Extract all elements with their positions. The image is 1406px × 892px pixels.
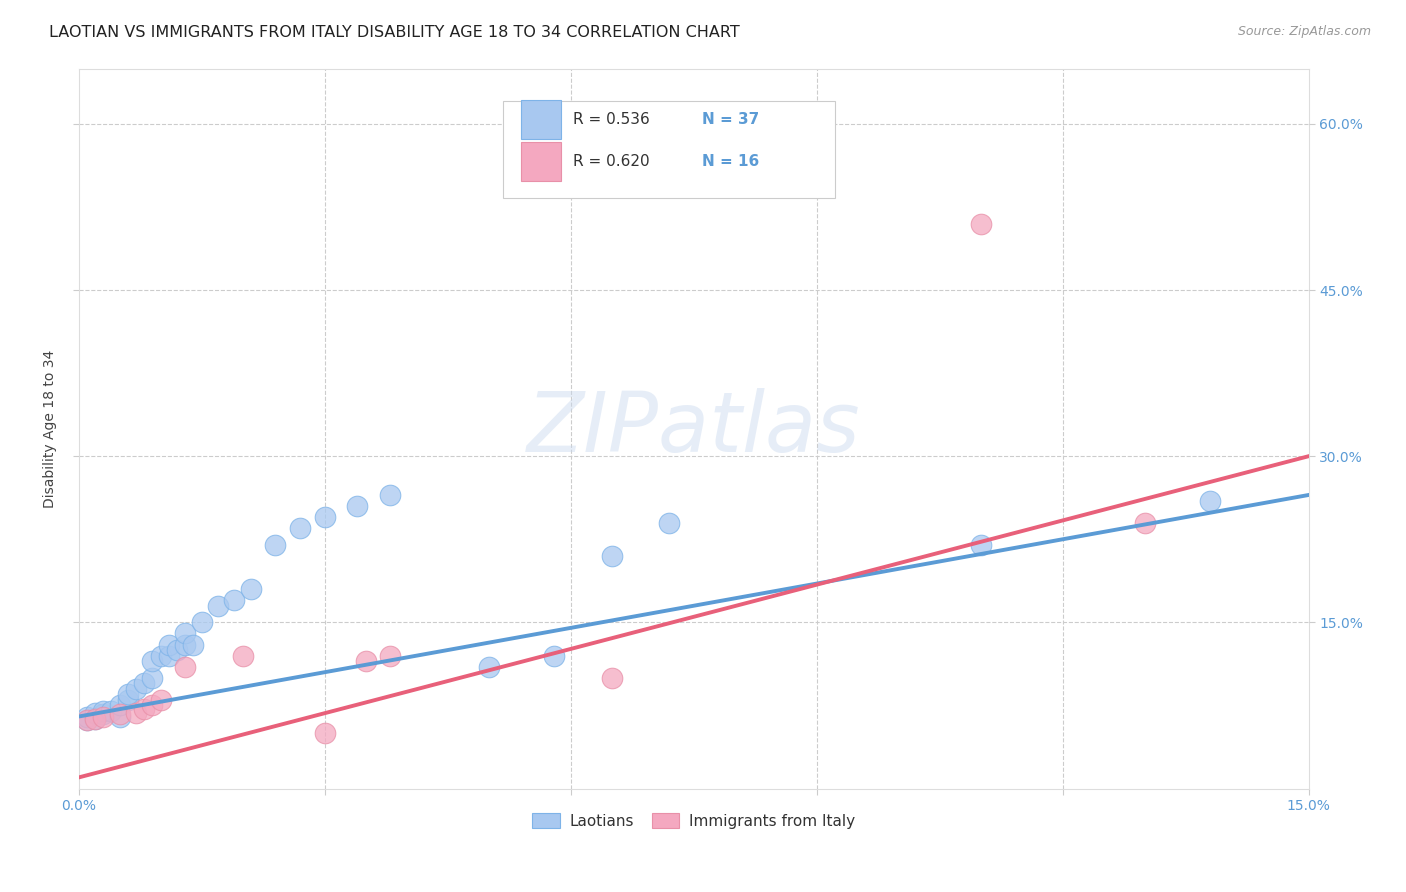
Text: LAOTIAN VS IMMIGRANTS FROM ITALY DISABILITY AGE 18 TO 34 CORRELATION CHART: LAOTIAN VS IMMIGRANTS FROM ITALY DISABIL… bbox=[49, 25, 740, 40]
Point bbox=[969, 217, 991, 231]
FancyBboxPatch shape bbox=[503, 101, 835, 198]
Point bbox=[1199, 493, 1222, 508]
Point bbox=[380, 488, 402, 502]
Point bbox=[141, 698, 163, 713]
Point bbox=[380, 648, 402, 663]
Point bbox=[239, 582, 262, 596]
Point bbox=[149, 693, 172, 707]
Point bbox=[600, 671, 623, 685]
Point bbox=[100, 704, 122, 718]
Point bbox=[84, 712, 107, 726]
Point bbox=[174, 659, 197, 673]
Point bbox=[600, 549, 623, 563]
Point bbox=[108, 698, 131, 713]
Point bbox=[76, 713, 98, 727]
Point bbox=[354, 654, 377, 668]
Point bbox=[174, 638, 197, 652]
Point bbox=[141, 671, 163, 685]
Point bbox=[183, 638, 205, 652]
Point bbox=[157, 648, 180, 663]
Point bbox=[91, 709, 114, 723]
Point bbox=[478, 659, 501, 673]
Point bbox=[91, 704, 114, 718]
Point bbox=[134, 676, 156, 690]
Text: R = 0.620: R = 0.620 bbox=[574, 154, 650, 169]
Text: ZIPatlas: ZIPatlas bbox=[527, 388, 860, 469]
Point bbox=[232, 648, 254, 663]
Point bbox=[166, 643, 188, 657]
Point bbox=[117, 693, 139, 707]
Point bbox=[76, 709, 98, 723]
Point bbox=[108, 707, 131, 722]
Point bbox=[1133, 516, 1156, 530]
Point bbox=[149, 648, 172, 663]
Point bbox=[346, 499, 368, 513]
Point bbox=[969, 538, 991, 552]
Text: R = 0.536: R = 0.536 bbox=[574, 112, 650, 127]
Point bbox=[543, 648, 565, 663]
Text: N = 37: N = 37 bbox=[702, 112, 759, 127]
Point bbox=[84, 706, 107, 721]
Y-axis label: Disability Age 18 to 34: Disability Age 18 to 34 bbox=[44, 350, 58, 508]
FancyBboxPatch shape bbox=[522, 100, 561, 139]
Point bbox=[314, 510, 336, 524]
Point bbox=[91, 707, 114, 722]
Text: N = 16: N = 16 bbox=[702, 154, 759, 169]
Point bbox=[658, 516, 681, 530]
Point bbox=[174, 626, 197, 640]
Point bbox=[264, 538, 287, 552]
Point bbox=[190, 615, 212, 630]
Point bbox=[314, 726, 336, 740]
Point bbox=[125, 681, 148, 696]
Legend: Laotians, Immigrants from Italy: Laotians, Immigrants from Italy bbox=[526, 806, 860, 835]
Point bbox=[157, 638, 180, 652]
Point bbox=[117, 687, 139, 701]
Point bbox=[108, 709, 131, 723]
Point bbox=[207, 599, 229, 613]
Point bbox=[84, 712, 107, 726]
Point bbox=[288, 521, 311, 535]
Point bbox=[125, 706, 148, 721]
Point bbox=[134, 702, 156, 716]
Text: Source: ZipAtlas.com: Source: ZipAtlas.com bbox=[1237, 25, 1371, 38]
Point bbox=[141, 654, 163, 668]
Point bbox=[76, 713, 98, 727]
Point bbox=[224, 593, 246, 607]
FancyBboxPatch shape bbox=[522, 142, 561, 181]
